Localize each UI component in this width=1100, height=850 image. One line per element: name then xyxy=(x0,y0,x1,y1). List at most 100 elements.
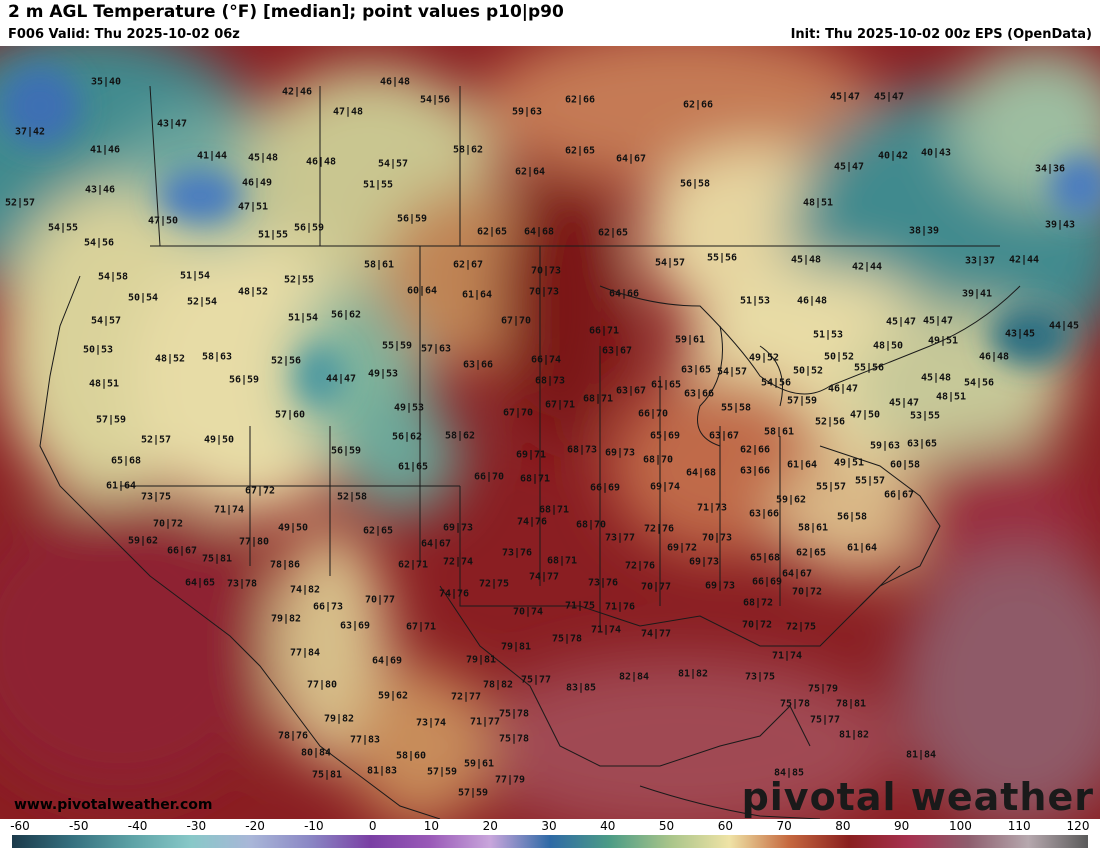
colorbar-tick-label: -40 xyxy=(127,819,148,833)
point-value-label: 69|73 xyxy=(688,556,720,568)
point-value-label: 61|65 xyxy=(650,379,682,391)
point-value-label: 45|47 xyxy=(922,315,954,327)
point-value-label: 62|71 xyxy=(397,559,429,571)
point-value-label: 62|67 xyxy=(452,259,484,271)
point-value-label: 73|78 xyxy=(226,578,258,590)
point-value-label: 55|57 xyxy=(815,481,847,493)
point-value-label: 72|74 xyxy=(442,556,474,568)
point-value-label: 74|82 xyxy=(289,584,321,596)
point-value-label: 75|78 xyxy=(498,708,530,720)
point-value-label: 59|63 xyxy=(511,106,543,118)
point-value-label: 69|73 xyxy=(704,580,736,592)
point-value-label: 65|68 xyxy=(110,455,142,467)
point-value-label: 64|68 xyxy=(685,467,717,479)
point-value-label: 66|67 xyxy=(883,489,915,501)
point-value-label: 63|66 xyxy=(748,508,780,520)
point-value-label: 72|76 xyxy=(643,523,675,535)
point-value-label: 47|50 xyxy=(849,409,881,421)
point-value-label: 71|76 xyxy=(604,601,636,613)
point-value-label: 69|73 xyxy=(604,447,636,459)
point-value-label: 47|50 xyxy=(147,215,179,227)
point-value-label: 70|74 xyxy=(512,606,544,618)
point-value-label: 55|56 xyxy=(853,362,885,374)
point-value-label: 52|58 xyxy=(336,491,368,503)
colorbar-tick-label: 80 xyxy=(835,819,851,833)
point-value-label: 56|62 xyxy=(391,431,423,443)
point-value-label: 44|45 xyxy=(1048,320,1080,332)
point-value-label: 45|47 xyxy=(829,91,861,103)
point-value-label: 49|52 xyxy=(748,352,780,364)
point-value-label: 45|48 xyxy=(790,254,822,266)
point-value-label: 68|71 xyxy=(546,555,578,567)
point-value-label: 75|79 xyxy=(807,683,839,695)
point-value-label: 45|47 xyxy=(833,161,865,173)
point-value-label: 46|49 xyxy=(241,177,273,189)
point-value-label: 63|66 xyxy=(739,465,771,477)
point-value-label: 45|47 xyxy=(885,316,917,328)
point-value-label: 78|82 xyxy=(482,679,514,691)
point-value-label: 42|46 xyxy=(281,86,313,98)
cold-spots xyxy=(0,66,1100,406)
colorbar-tick-label: 90 xyxy=(894,819,910,833)
point-value-label: 70|77 xyxy=(364,594,396,606)
point-value-label: 74|77 xyxy=(640,628,672,640)
point-value-label: 73|75 xyxy=(744,671,776,683)
point-value-label: 77|83 xyxy=(349,734,381,746)
point-value-label: 66|74 xyxy=(530,354,562,366)
website-label: www.pivotalweather.com xyxy=(14,797,213,813)
point-value-label: 59|61 xyxy=(674,334,706,346)
point-value-label: 73|75 xyxy=(140,491,172,503)
point-value-label: 56|62 xyxy=(330,309,362,321)
point-value-label: 65|68 xyxy=(749,552,781,564)
point-value-label: 56|58 xyxy=(836,511,868,523)
point-value-label: 66|73 xyxy=(312,601,344,613)
point-value-label: 74|76 xyxy=(438,588,470,600)
point-value-label: 43|47 xyxy=(156,118,188,130)
point-value-label: 75|81 xyxy=(311,769,343,781)
point-value-label: 54|56 xyxy=(419,94,451,106)
point-value-label: 54|55 xyxy=(47,222,79,234)
point-value-label: 66|70 xyxy=(637,408,669,420)
point-value-label: 51|55 xyxy=(257,229,289,241)
point-value-label: 51|54 xyxy=(179,270,211,282)
point-value-label: 63|65 xyxy=(906,438,938,450)
point-value-label: 64|67 xyxy=(420,538,452,550)
point-value-label: 67|70 xyxy=(500,315,532,327)
header: 2 m AGL Temperature (°F) [median]; point… xyxy=(0,0,1100,46)
point-value-label: 43|46 xyxy=(84,184,116,196)
point-value-label: 40|43 xyxy=(920,147,952,159)
colorbar-tick-label: 10 xyxy=(423,819,440,833)
point-value-label: 49|53 xyxy=(393,402,425,414)
point-value-label: 72|75 xyxy=(478,578,510,590)
point-value-label: 68|71 xyxy=(582,393,614,405)
point-value-label: 79|82 xyxy=(323,713,355,725)
point-value-label: 57|59 xyxy=(457,787,489,799)
point-value-label: 66|67 xyxy=(166,545,198,557)
point-value-label: 56|59 xyxy=(396,213,428,225)
colorbar-tick-label: 50 xyxy=(658,819,675,833)
point-value-label: 71|74 xyxy=(771,650,803,662)
point-value-label: 79|81 xyxy=(500,641,532,653)
point-value-label: 45|48 xyxy=(247,152,279,164)
point-value-label: 75|77 xyxy=(520,674,552,686)
point-value-label: 60|58 xyxy=(889,459,921,471)
point-value-label: 40|42 xyxy=(877,150,909,162)
point-value-label: 61|64 xyxy=(846,542,878,554)
colorbar-tick-label: -20 xyxy=(245,819,265,833)
point-value-label: 61|64 xyxy=(786,459,818,471)
valid-time: F006 Valid: Thu 2025-10-02 06z xyxy=(8,27,240,42)
point-value-label: 69|71 xyxy=(515,449,547,461)
point-value-label: 62|66 xyxy=(739,444,771,456)
point-value-label: 39|41 xyxy=(961,288,993,300)
colorbar-gradient xyxy=(12,835,1088,848)
point-value-label: 67|71 xyxy=(544,399,576,411)
colorbar-ticks: -60 -50 -40 -30 -20 -10 0 10 20 30 40 50 60 70 80 90 100… xyxy=(0,819,1100,833)
point-value-label: 82|84 xyxy=(618,671,650,683)
point-value-label: 46|47 xyxy=(827,383,859,395)
point-value-label: 55|56 xyxy=(706,252,738,264)
colorbar-tick-label: 30 xyxy=(541,819,557,833)
point-value-label: 49|51 xyxy=(927,335,959,347)
colorbar-tick-label: -50 xyxy=(68,819,89,833)
point-value-label: 64|66 xyxy=(608,288,640,300)
point-value-label: 54|57 xyxy=(377,158,409,170)
